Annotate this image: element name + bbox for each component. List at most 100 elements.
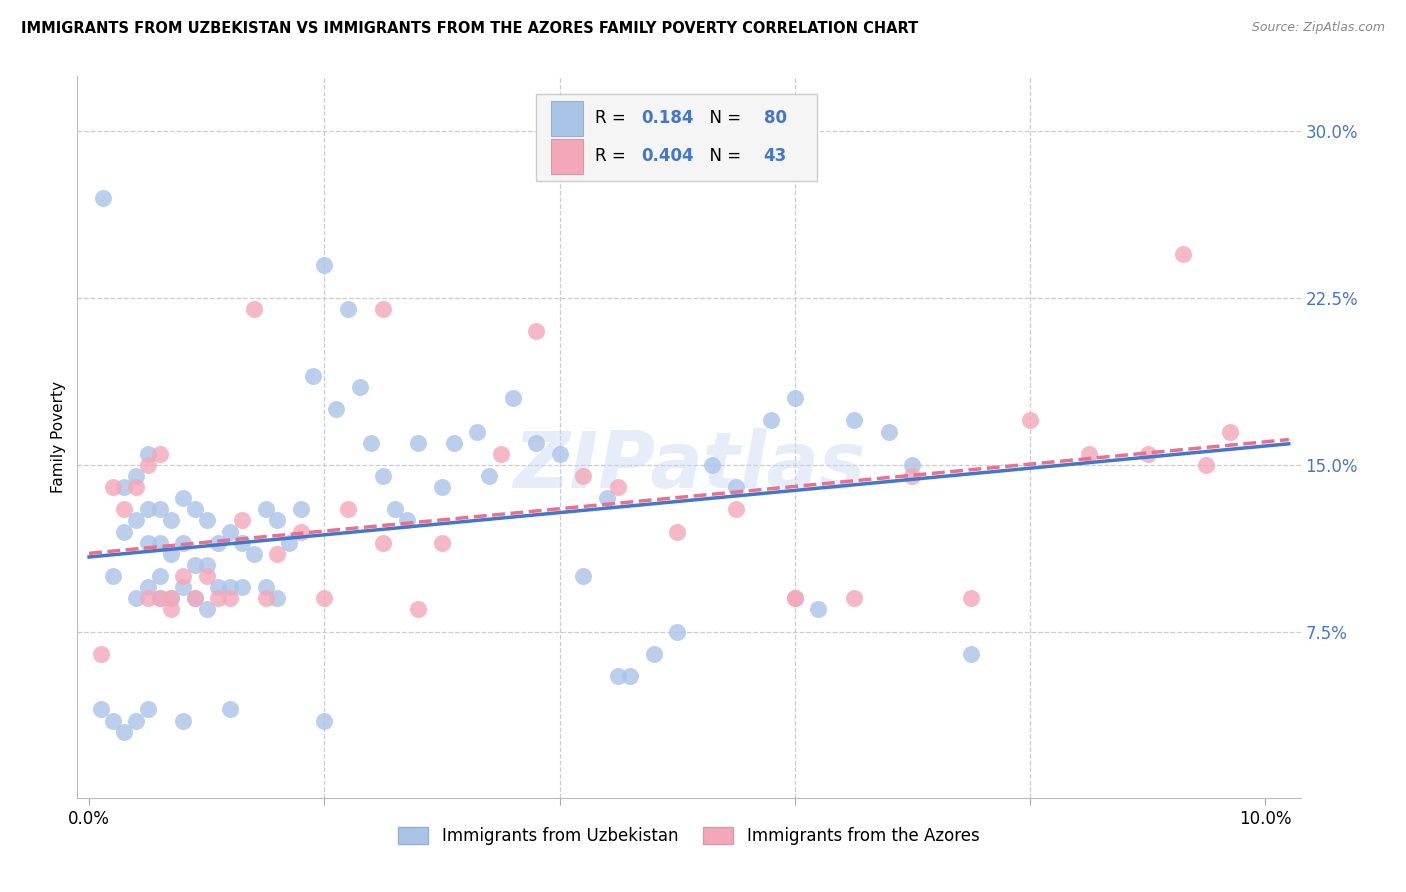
Point (465, 425, 488, 439)
Point (136, 502, 159, 516)
Point (254, 580, 277, 594)
Point (702, 458, 724, 472)
Point (301, 368, 323, 383)
Point (266, 513, 288, 527)
Text: IMMIGRANTS FROM UZBEKISTAN VS IMMIGRANTS FROM THE AZORES FAMILY POVERTY CORRELAT: IMMIGRANTS FROM UZBEKISTAN VS IMMIGRANTS… (21, 21, 918, 36)
Point (112, 502, 135, 516)
Point (666, 524, 689, 539)
Point (195, 513, 218, 527)
Point (430, 535, 453, 549)
Point (1219, 425, 1241, 439)
Point (160, 591, 183, 606)
Text: R =: R = (595, 147, 631, 165)
Point (149, 447, 172, 461)
Point (336, 502, 359, 516)
Point (172, 535, 194, 549)
Point (724, 480, 747, 494)
Point (478, 469, 501, 483)
Point (101, 480, 124, 494)
Point (371, 535, 394, 549)
Point (219, 524, 242, 539)
Point (149, 591, 172, 606)
Point (1077, 447, 1099, 461)
Point (136, 447, 159, 461)
Point (384, 502, 406, 516)
Point (290, 502, 312, 516)
Point (172, 569, 194, 583)
Point (254, 502, 277, 516)
Bar (551, 101, 582, 136)
Point (160, 513, 183, 527)
Point (242, 302, 264, 317)
FancyBboxPatch shape (536, 94, 817, 180)
Point (607, 480, 630, 494)
Point (136, 702, 159, 716)
Point (195, 569, 218, 583)
Point (207, 580, 229, 594)
Point (278, 535, 301, 549)
Point (184, 591, 207, 606)
Point (960, 647, 983, 661)
Y-axis label: Family Poverty: Family Poverty (51, 381, 66, 493)
Point (371, 469, 394, 483)
Point (136, 458, 159, 472)
Point (783, 591, 806, 606)
Text: N =: N = (699, 147, 747, 165)
Point (761, 413, 783, 427)
Point (842, 413, 865, 427)
Point (1195, 458, 1218, 472)
Point (572, 569, 595, 583)
Point (266, 547, 288, 561)
Point (207, 591, 229, 606)
Text: Source: ZipAtlas.com: Source: ZipAtlas.com (1251, 21, 1385, 34)
Text: 43: 43 (763, 147, 787, 165)
Point (349, 380, 371, 394)
Point (489, 447, 512, 461)
Point (960, 591, 983, 606)
Point (125, 513, 148, 527)
Point (184, 558, 207, 572)
Legend: Immigrants from Uzbekistan, Immigrants from the Azores: Immigrants from Uzbekistan, Immigrants f… (392, 820, 986, 852)
Point (901, 469, 924, 483)
Point (783, 391, 806, 405)
Point (336, 302, 359, 317)
Point (842, 591, 865, 606)
Point (207, 535, 229, 549)
Bar (551, 139, 582, 174)
Point (408, 435, 430, 450)
Point (136, 535, 159, 549)
Point (314, 258, 336, 272)
Point (325, 402, 347, 417)
Point (125, 591, 148, 606)
Point (125, 714, 148, 728)
Point (101, 714, 124, 728)
Point (184, 502, 207, 516)
Point (172, 491, 194, 506)
Point (149, 535, 172, 549)
Point (724, 502, 747, 516)
Point (807, 602, 830, 616)
Point (91, 191, 114, 205)
Point (395, 513, 418, 527)
Point (314, 591, 336, 606)
Point (90, 702, 112, 716)
Text: 0.404: 0.404 (641, 147, 693, 165)
Text: N =: N = (699, 109, 747, 128)
Point (430, 480, 453, 494)
Point (290, 524, 312, 539)
Point (172, 714, 194, 728)
Point (408, 602, 430, 616)
Point (136, 580, 159, 594)
Point (524, 435, 547, 450)
Point (595, 491, 617, 506)
Point (219, 702, 242, 716)
Point (360, 435, 382, 450)
Point (231, 580, 253, 594)
Point (112, 724, 135, 739)
Point (371, 302, 394, 317)
Point (666, 624, 689, 639)
Point (101, 569, 124, 583)
Point (160, 591, 183, 606)
Point (524, 325, 547, 339)
Point (901, 458, 924, 472)
